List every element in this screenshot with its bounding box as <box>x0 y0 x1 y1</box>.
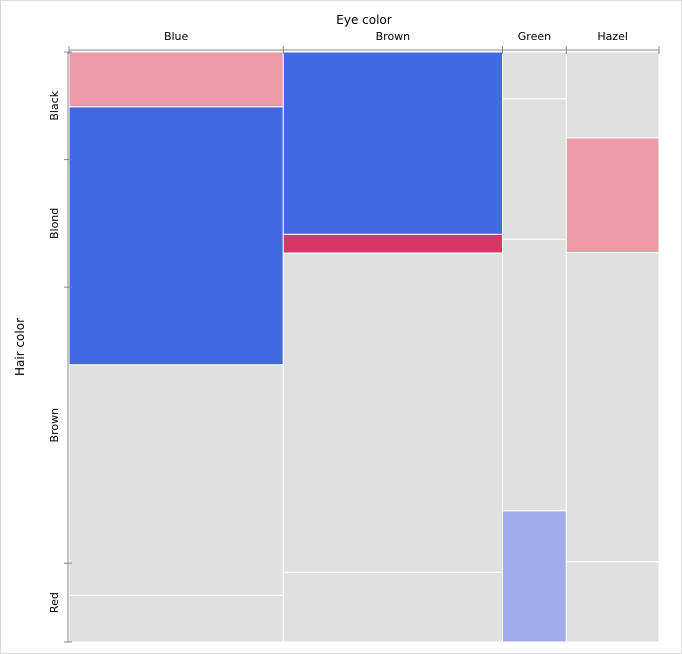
x-tick-label-hazel: Hazel <box>597 30 628 43</box>
mosaic-cell-brown-black <box>282 51 504 235</box>
mosaic-cells <box>68 51 660 643</box>
mosaic-cell-blue-blond <box>68 106 284 366</box>
mosaic-cell-hazel-blond <box>565 137 660 253</box>
mosaic-cell-hazel-red <box>565 561 660 643</box>
mosaic-cell-brown-blond <box>282 233 504 254</box>
mosaic-cell-blue-black <box>68 51 284 108</box>
x-tick-label-green: Green <box>518 30 551 43</box>
mosaic-cell-green-black <box>502 51 567 100</box>
x-tick-labels: Blue Brown Green Hazel <box>164 30 628 43</box>
x-tick-label-blue: Blue <box>164 30 189 43</box>
mosaic-cell-green-blond <box>502 98 567 240</box>
axes <box>64 46 660 643</box>
y-tick-label-black: Black <box>48 90 61 120</box>
y-tick-label-brown: Brown <box>48 408 61 443</box>
y-tick-labels: Black Blond Brown Red <box>48 90 61 613</box>
mosaic-cell-hazel-brown <box>565 251 660 563</box>
mosaic-cell-blue-brown <box>68 364 284 596</box>
y-tick-label-red: Red <box>48 592 61 613</box>
mosaic-cell-hazel-black <box>565 51 660 139</box>
y-axis-title: Hair color <box>13 318 27 376</box>
mosaic-cell-brown-brown <box>282 252 504 573</box>
x-tick-label-brown: Brown <box>376 30 411 43</box>
y-tick-label-blond: Blond <box>48 208 61 239</box>
mosaic-cell-brown-red <box>282 571 504 643</box>
mosaic-cell-blue-red <box>68 594 284 643</box>
mosaic-cell-green-red <box>502 510 567 643</box>
x-axis-title: Eye color <box>336 13 391 27</box>
mosaic-cell-green-brown <box>502 238 567 512</box>
